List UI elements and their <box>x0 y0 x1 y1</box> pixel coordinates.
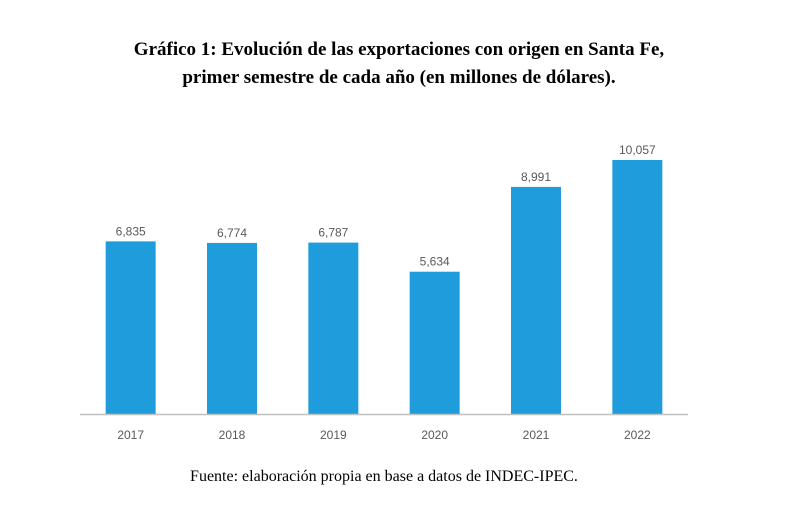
data-label-2020: 5,634 <box>420 255 450 269</box>
bar-2022 <box>612 160 663 414</box>
bar-2019 <box>308 242 359 414</box>
bar-2020 <box>409 271 460 414</box>
data-label-2021: 8,991 <box>521 170 551 184</box>
data-label-2018: 6,774 <box>217 226 247 240</box>
x-tick-label-2022: 2022 <box>624 428 651 442</box>
data-label-2022: 10,057 <box>619 143 656 157</box>
bar-2021 <box>511 186 561 414</box>
x-tick-label-2017: 2017 <box>117 428 144 442</box>
chart-title-line1: Gráfico 1: Evolución de las exportacione… <box>133 39 665 60</box>
source-note: Fuente: elaboración propia en base a dat… <box>190 468 578 485</box>
data-label-2017: 6,835 <box>116 224 146 238</box>
data-label-2019: 6,787 <box>318 226 348 240</box>
x-tick-label-2020: 2020 <box>421 428 448 442</box>
bar-2017 <box>105 241 156 414</box>
chart-title: Gráfico 1: Evolución de las exportacione… <box>0 36 798 92</box>
x-tick-label-2019: 2019 <box>320 428 347 442</box>
chart-title-line2: primer semestre de cada año (en millones… <box>182 67 616 88</box>
x-tick-label-2021: 2021 <box>523 428 550 442</box>
bar-2018 <box>207 242 257 414</box>
x-tick-label-2018: 2018 <box>219 428 246 442</box>
